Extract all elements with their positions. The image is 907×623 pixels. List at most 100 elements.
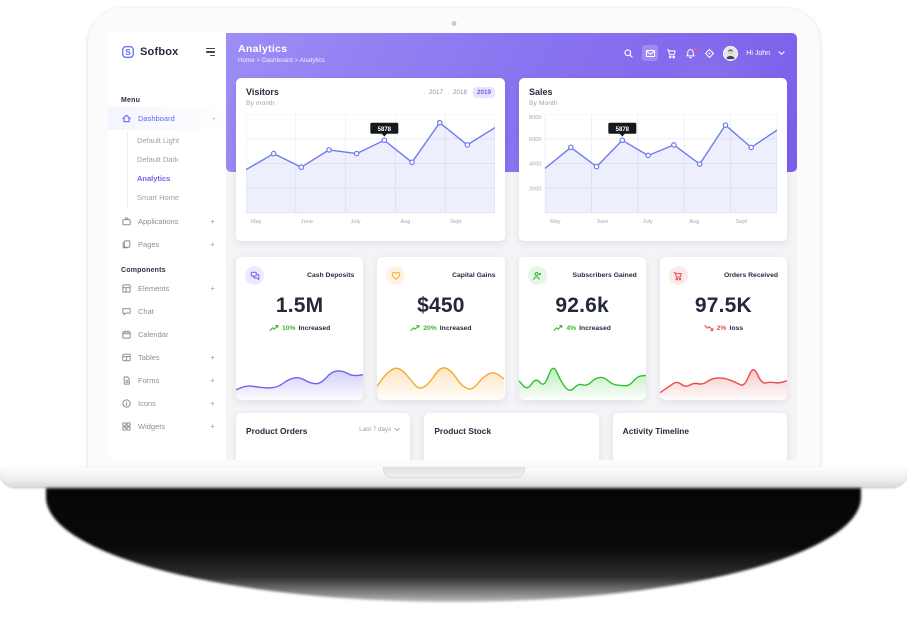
expand-indicator[interactable]: + — [210, 421, 215, 431]
user-greeting[interactable]: Hi John — [746, 49, 770, 57]
sidebar-item-label: Chat — [138, 307, 154, 316]
sidebar-item-dashboard[interactable]: Dashboard - — [108, 107, 226, 130]
breadcrumb: Home > Dashboard > Analytics — [238, 56, 325, 64]
webcam-dot — [451, 21, 457, 26]
table-icon — [122, 353, 131, 362]
filter-label: Last 7 days — [359, 426, 392, 433]
cart-icon[interactable] — [666, 48, 677, 59]
svg-text:May: May — [251, 219, 262, 225]
sidebar-item-applications[interactable]: Applications + — [108, 210, 226, 233]
last-7-days-filter[interactable]: Last 7 days — [359, 426, 400, 433]
chevron-down-icon — [394, 427, 400, 432]
search-icon[interactable] — [623, 48, 634, 59]
brand-logo[interactable]: S Sofbox — [108, 33, 226, 71]
svg-text:June: June — [596, 219, 608, 225]
sidebar-subitem-analytics[interactable]: Analytics — [137, 174, 171, 183]
svg-text:Aug: Aug — [400, 219, 410, 225]
components-section-label: Components — [121, 267, 166, 274]
svg-text:May: May — [550, 219, 561, 225]
stat-change-percent: 10% — [281, 324, 296, 332]
sales-subtitle: By Month — [529, 99, 558, 107]
dashboard-screen: S Sofbox Menu Dashboard - Default Light … — [108, 33, 797, 460]
svg-text:July: July — [643, 219, 653, 225]
info-circle-icon — [122, 399, 131, 408]
stat-value: 97.5K — [694, 294, 752, 317]
tab-2019[interactable]: 2019 — [472, 87, 495, 98]
capital-gains-sparkline — [377, 356, 505, 400]
trend-down-icon — [704, 324, 714, 332]
sidebar-item-label: Dashboard — [138, 114, 175, 123]
dashboard-submenu: Default Light Default Dark Analytics Sma… — [127, 131, 226, 207]
stat-value: 92.6k — [555, 294, 609, 317]
visitors-subtitle: By month — [246, 99, 275, 107]
sidebar-subitem-default-dark[interactable]: Default Dark — [137, 155, 179, 164]
visitors-line-chart: May June July Aug Sept 5878 — [245, 113, 496, 226]
bell-icon[interactable] — [685, 46, 698, 59]
svg-text:5878: 5878 — [616, 126, 630, 132]
sales-line-chart: 8000 6000 4000 2000 May June July Aug Sept 5878 — [529, 113, 778, 226]
svg-text:2000: 2000 — [529, 186, 541, 192]
laptop-shell: S Sofbox Menu Dashboard - Default Light … — [88, 8, 820, 468]
tab-2018[interactable]: 2018 — [452, 89, 467, 96]
tab-2017[interactable]: 2017 — [428, 89, 443, 96]
stat-card-capital-gains: Capital Gains $450 20% Increased — [377, 257, 505, 400]
sidebar-item-calendar[interactable]: Calendar — [108, 323, 226, 346]
product-orders-card: Product Orders Last 7 days — [236, 413, 411, 460]
svg-text:Sept: Sept — [736, 219, 748, 225]
svg-text:8000: 8000 — [529, 115, 541, 121]
expand-indicator[interactable]: + — [210, 216, 215, 226]
sidebar-subitem-default-light[interactable]: Default Light — [137, 136, 180, 145]
user-avatar[interactable] — [723, 45, 739, 61]
sidebar-item-tables[interactable]: Tables + — [108, 346, 226, 369]
svg-text:June: June — [301, 219, 313, 225]
svg-text:Aug: Aug — [689, 219, 699, 225]
stat-value: $450 — [417, 294, 465, 317]
expand-indicator[interactable]: + — [210, 398, 215, 408]
heart-icon — [386, 266, 406, 285]
svg-text:5878: 5878 — [378, 126, 392, 132]
svg-text:4000: 4000 — [529, 161, 541, 167]
stat-card-cash-deposits: Cash Deposits 1.5M 10% Increased — [236, 257, 364, 400]
sidebar-item-label: Tables — [138, 353, 160, 362]
expand-indicator[interactable]: + — [210, 375, 215, 385]
expand-indicator[interactable]: + — [210, 352, 215, 362]
stat-change-text: loss — [729, 324, 744, 332]
main-content: Analytics Home > Dashboard > Analytics — [226, 33, 797, 460]
orders-sparkline — [659, 356, 787, 400]
sidebar-item-pages[interactable]: Pages + — [108, 233, 226, 256]
stat-change-percent: 20% — [423, 324, 437, 332]
sidebar-item-chat[interactable]: Chat — [108, 300, 226, 323]
visitors-title: Visitors — [246, 87, 279, 97]
stat-card-orders-received: Orders Received 97.5K 2% loss — [659, 257, 787, 400]
home-icon — [122, 114, 131, 123]
sofbox-logo-icon: S — [122, 46, 135, 59]
notification-badge — [693, 46, 698, 50]
stat-title: Cash Deposits — [307, 272, 355, 279]
mail-icon[interactable] — [642, 45, 659, 61]
calendar-icon — [122, 330, 131, 339]
sidebar-item-icons[interactable]: Icons + — [108, 392, 226, 415]
year-tabs: 2017 2018 2019 — [425, 87, 495, 98]
subscribers-sparkline — [518, 356, 646, 400]
sidebar: S Sofbox Menu Dashboard - Default Light … — [108, 33, 226, 460]
sidebar-subitem-smart-home[interactable]: Smart Home — [137, 193, 180, 202]
user-icon — [527, 266, 547, 285]
sidebar-item-widgets[interactable]: Widgets + — [108, 415, 226, 438]
sidebar-item-forms[interactable]: Forms + — [108, 369, 226, 392]
trend-up-icon — [269, 324, 279, 332]
sidebar-toggle-icon[interactable] — [206, 47, 215, 57]
sidebar-item-elements[interactable]: Elements + — [108, 277, 226, 300]
topbar: Analytics Home > Dashboard > Analytics — [236, 33, 787, 73]
chat-icon — [122, 308, 131, 316]
stat-change-percent: 4% — [566, 324, 577, 332]
trend-up-icon — [553, 324, 563, 332]
collapse-indicator[interactable]: - — [212, 113, 215, 123]
locate-icon[interactable] — [704, 48, 715, 59]
grid-icon — [122, 284, 131, 293]
expand-indicator[interactable]: + — [210, 239, 215, 249]
activity-timeline-card: Activity Timeline — [612, 413, 787, 460]
expand-indicator[interactable]: + — [210, 283, 215, 293]
chevron-down-icon[interactable] — [778, 50, 785, 56]
page-title: Analytics — [238, 42, 288, 55]
product-stock-card: Product Stock — [424, 413, 599, 460]
